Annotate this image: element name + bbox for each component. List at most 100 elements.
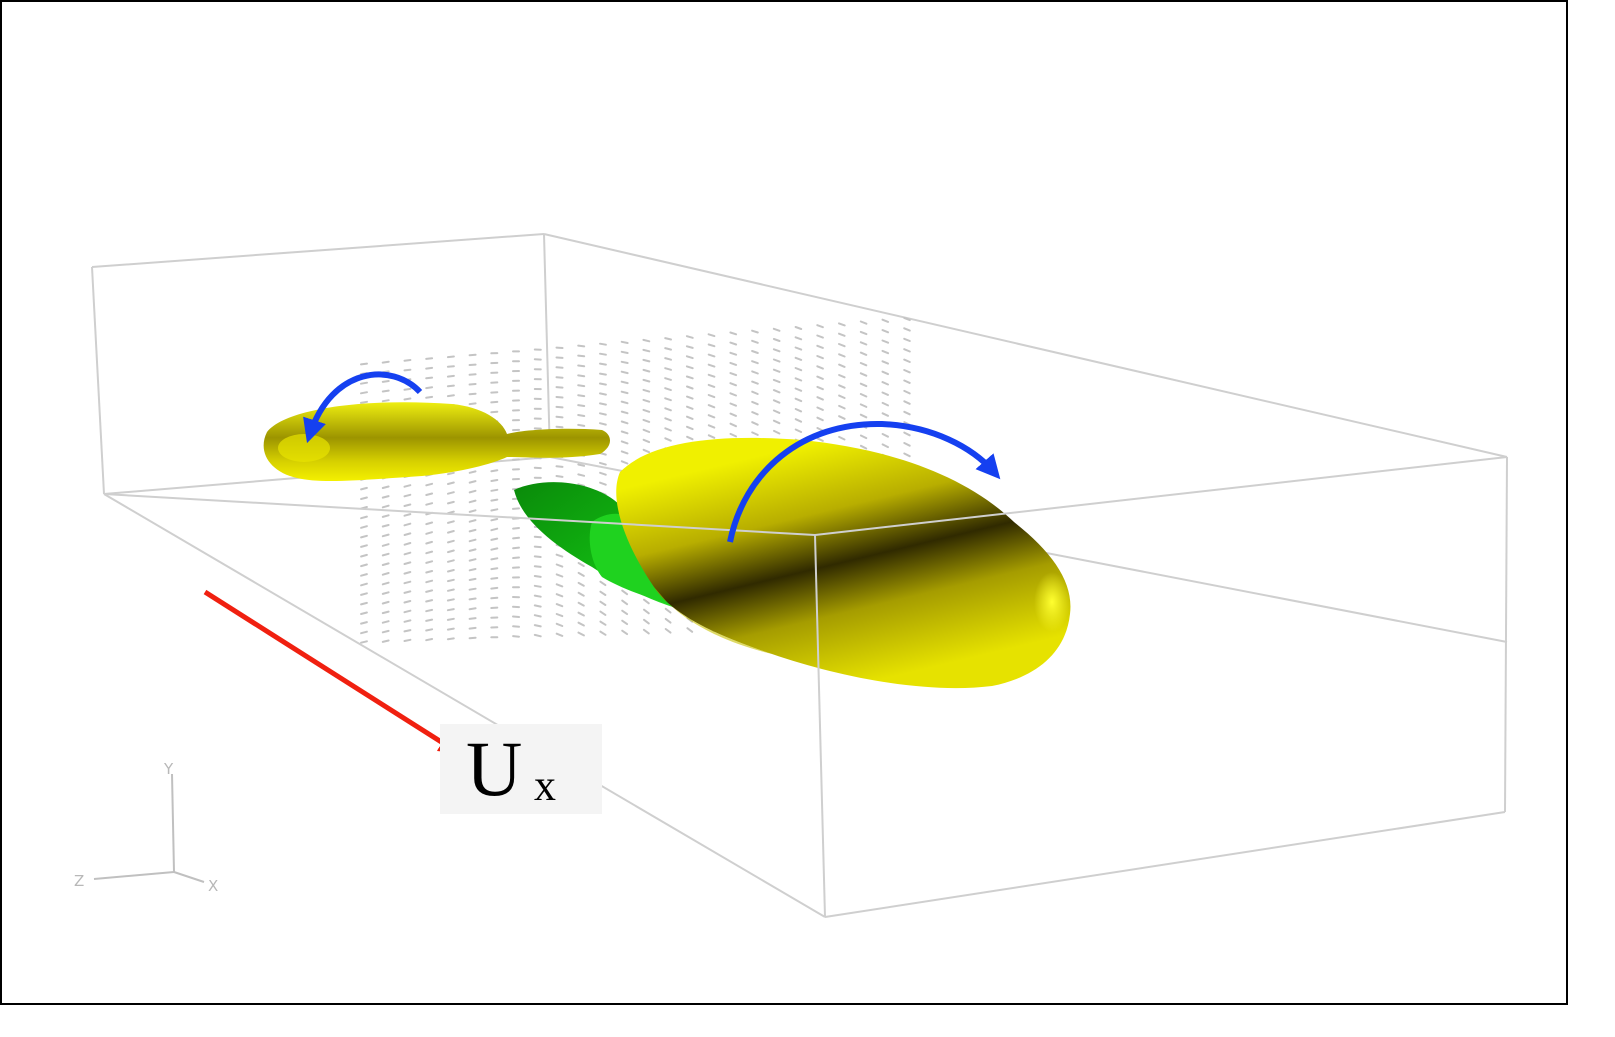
velocity-vector (577, 581, 585, 587)
velocity-vector (447, 491, 455, 495)
velocity-vector (599, 342, 607, 346)
velocity-vector (642, 628, 650, 635)
velocity-vector (490, 557, 499, 561)
velocity-vector (360, 621, 368, 625)
velocity-vector (729, 422, 737, 428)
velocity-vector (490, 508, 499, 512)
velocity-vector (403, 503, 412, 507)
velocity-vector (425, 540, 433, 545)
velocity-vector (468, 548, 477, 552)
velocity-vector (403, 397, 412, 401)
velocity-vector (642, 358, 651, 363)
velocity-vector (577, 473, 586, 477)
velocity-vector (620, 430, 629, 435)
rotation-arrow-left-icon (303, 371, 423, 444)
velocity-vector (533, 614, 542, 618)
velocity-vector (816, 344, 824, 349)
velocity-vector (555, 622, 564, 627)
box-edge (103, 493, 816, 536)
velocity-vector (577, 354, 586, 358)
velocity-vector (555, 475, 564, 478)
velocity-vector (447, 530, 455, 534)
velocity-vector (533, 604, 542, 608)
velocity-vector (599, 412, 607, 416)
velocity-vector (620, 420, 629, 425)
velocity-vector (360, 400, 368, 404)
velocity-vector (533, 594, 542, 598)
velocity-vector (555, 613, 564, 618)
velocity-vector (685, 365, 694, 370)
velocity-vector (794, 336, 803, 341)
velocity-vector (403, 551, 412, 556)
velocity-vector (468, 528, 477, 533)
velocity-vector (360, 534, 368, 539)
velocity-vector (599, 620, 607, 626)
flow-visualization-scene: Y Z X (74, 233, 1508, 918)
velocity-vector (642, 368, 651, 373)
velocity-vector (599, 600, 607, 606)
velocity-vector (381, 380, 390, 383)
velocity-vector (903, 337, 911, 342)
velocity-vector (533, 633, 542, 638)
velocity-vector (642, 428, 651, 433)
velocity-vector (838, 363, 846, 368)
velocity-vector (577, 601, 585, 607)
velocity-vector (490, 469, 499, 473)
velocity-vector (490, 596, 499, 600)
velocity-vector (577, 364, 586, 368)
velocity-vector (490, 410, 499, 414)
velocity-vector (859, 362, 868, 367)
velocity-vector (838, 384, 846, 389)
box-edge (824, 811, 1506, 918)
velocity-vector (751, 350, 759, 354)
z-axis-label: Z (74, 872, 84, 890)
velocity-vector (490, 577, 499, 580)
velocity-vector (381, 524, 390, 528)
velocity-vector (577, 423, 586, 427)
velocity-vector (794, 367, 803, 372)
velocity-vector (425, 570, 434, 574)
velocity-vector (729, 331, 738, 336)
velocity-vector (381, 620, 390, 624)
velocity-vector (664, 437, 672, 442)
velocity-vector (577, 394, 586, 398)
velocity-vector (381, 543, 390, 547)
velocity-vector (533, 584, 542, 588)
velocity-vector (403, 561, 412, 565)
velocity-vector (512, 635, 520, 638)
velocity-vector (490, 400, 499, 404)
velocity-vector (555, 603, 564, 608)
velocity-vector (425, 560, 434, 564)
velocity-vector (425, 366, 434, 370)
velocity-vector (403, 619, 412, 623)
velocity-vector (599, 392, 607, 396)
velocity-vector (620, 390, 629, 395)
large-yellow-isosurface (616, 437, 1071, 689)
velocity-vector (360, 391, 368, 395)
velocity-vector (490, 498, 499, 502)
domain-box-front-edges (103, 456, 1508, 918)
velocity-vector (512, 615, 520, 618)
velocity-vector (490, 547, 499, 551)
velocity-vector (599, 610, 607, 616)
velocity-vector (859, 393, 868, 398)
velocity-vector (707, 353, 716, 358)
velocity-vector (686, 385, 694, 390)
velocity-vector (555, 573, 564, 578)
box-edge (103, 493, 826, 918)
velocity-vector (794, 408, 803, 413)
velocity-vector (729, 351, 738, 356)
velocity-vector (555, 415, 564, 419)
velocity-vector (707, 333, 716, 338)
velocity-vector (664, 628, 672, 634)
velocity-vector (446, 355, 455, 359)
velocity-vector (446, 608, 455, 612)
velocity-vector (816, 324, 824, 329)
velocity-vector (794, 346, 803, 351)
velocity-vector (468, 617, 477, 620)
velocity-vector (685, 375, 694, 380)
velocity-vector (403, 493, 412, 498)
velocity-vector (468, 489, 477, 494)
box-edge (814, 456, 1508, 536)
velocity-vector (794, 326, 803, 330)
